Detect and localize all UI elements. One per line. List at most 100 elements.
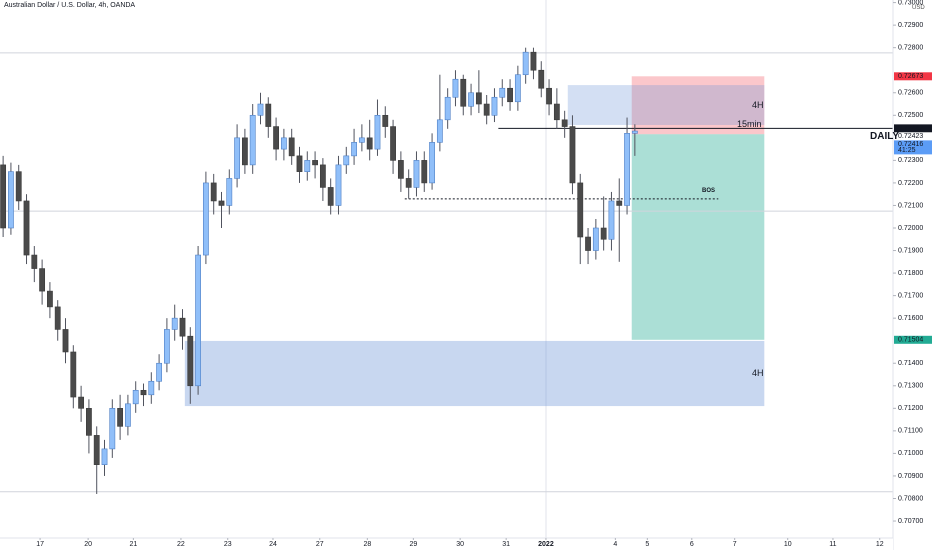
annotation: BOS <box>702 188 716 194</box>
candle-body <box>468 92 474 107</box>
price-tag-label: 0.72442 <box>898 125 923 132</box>
y-tick-label: 0.71800 <box>898 270 923 277</box>
price-tag <box>894 140 932 155</box>
candle-body <box>265 103 272 127</box>
candle-body <box>8 171 14 229</box>
y-tick-label: 0.71900 <box>898 247 923 254</box>
candle-body <box>546 87 552 105</box>
zone <box>631 76 765 135</box>
x-tick-label: 7 <box>733 541 737 548</box>
candle-body <box>195 254 201 387</box>
zone <box>631 134 765 340</box>
candle-body <box>31 254 38 269</box>
candle-body <box>39 268 46 292</box>
candle-body <box>351 142 357 157</box>
x-tick-label: 5 <box>645 541 649 548</box>
candle-body <box>109 408 116 450</box>
candle-body <box>15 171 22 202</box>
y-tick-label: 0.71100 <box>898 428 923 435</box>
candle-body <box>156 362 163 382</box>
candle-body <box>187 335 194 387</box>
y-tick-label: 0.71200 <box>898 405 923 412</box>
chart-title: Australian Dollar / U.S. Dollar, 4h, OAN… <box>4 2 136 9</box>
price-tag-label: 0.72673 <box>898 73 923 80</box>
candle-body <box>319 164 326 188</box>
candle-body <box>327 187 334 206</box>
x-tick-label: 12 <box>876 541 884 548</box>
candle-body <box>514 74 521 103</box>
y-tick-label: 0.71600 <box>898 315 923 322</box>
candle-body <box>592 227 599 251</box>
candle-body <box>273 126 279 150</box>
zone <box>184 340 765 407</box>
annotation: 4H <box>752 368 764 378</box>
candle-body <box>390 126 396 161</box>
candle-body <box>171 317 178 330</box>
candle-body <box>569 126 576 184</box>
candle-body <box>0 164 7 229</box>
x-tick-label: 6 <box>690 541 694 548</box>
x-tick-label: 11 <box>829 541 836 548</box>
candle-body <box>117 408 124 427</box>
x-tick-label: 21 <box>129 541 137 548</box>
candle-body <box>421 160 428 184</box>
candle-body <box>483 103 490 116</box>
candle-body <box>460 78 467 107</box>
annotation: 4H <box>752 100 764 110</box>
candle-body <box>452 78 459 98</box>
price-tag <box>894 72 932 81</box>
candle-body <box>23 200 30 256</box>
x-tick-label: 2022 <box>538 541 554 548</box>
y-tick-label: 0.72000 <box>898 225 923 232</box>
candle-body <box>148 380 155 396</box>
y-tick-label: 0.70800 <box>898 495 923 502</box>
y-tick-label: 0.71700 <box>898 292 923 299</box>
candle-body <box>499 87 506 98</box>
candle-body <box>218 200 225 206</box>
candle-body <box>366 137 373 150</box>
x-tick-label: 17 <box>36 541 44 548</box>
candle-body <box>296 155 303 172</box>
y-tick-label: 0.71000 <box>898 450 923 457</box>
candle-body <box>585 236 591 251</box>
price-tag-countdown: 41:25 <box>898 147 916 154</box>
x-tick-label: 30 <box>456 541 464 548</box>
candle-body <box>70 351 77 398</box>
y-tick-label: 0.72900 <box>898 22 923 29</box>
y-tick-label: 0.72200 <box>898 180 923 187</box>
y-tick-label: 0.72600 <box>898 90 923 97</box>
candle-body <box>312 160 318 166</box>
candle-body <box>397 160 404 179</box>
annotation: DAILY <box>870 131 900 142</box>
candle-body <box>522 51 529 76</box>
candle-body <box>577 182 584 238</box>
candle-body <box>288 137 295 157</box>
price-tag-label: 0.71504 <box>898 337 923 344</box>
candle-body <box>538 69 545 89</box>
x-tick-label: 22 <box>177 541 185 548</box>
y-tick-label: 0.70700 <box>898 518 923 525</box>
zone <box>567 85 765 125</box>
candle-body <box>382 114 389 127</box>
candle-body <box>132 389 139 405</box>
currency-label: USD <box>912 5 925 11</box>
candle-body <box>54 306 61 330</box>
candle-body <box>491 96 498 116</box>
price-tag <box>894 132 932 141</box>
candle-body <box>202 182 209 256</box>
candle-body <box>413 160 420 188</box>
x-tick-label: 31 <box>502 541 510 548</box>
candle-body <box>436 119 443 143</box>
candle-body <box>125 403 131 427</box>
y-tick-label: 0.72800 <box>898 45 923 52</box>
y-tick-label: 0.71400 <box>898 360 923 367</box>
price-tag-label: 0.72416 <box>898 141 923 148</box>
candle-body <box>179 317 186 337</box>
candle-body <box>475 92 482 105</box>
candle-body <box>608 200 615 240</box>
y-tick-label: 0.73000 <box>898 0 923 6</box>
candle-body <box>631 130 638 134</box>
candle-body <box>140 389 147 396</box>
y-tick-label: 0.71300 <box>898 383 923 390</box>
